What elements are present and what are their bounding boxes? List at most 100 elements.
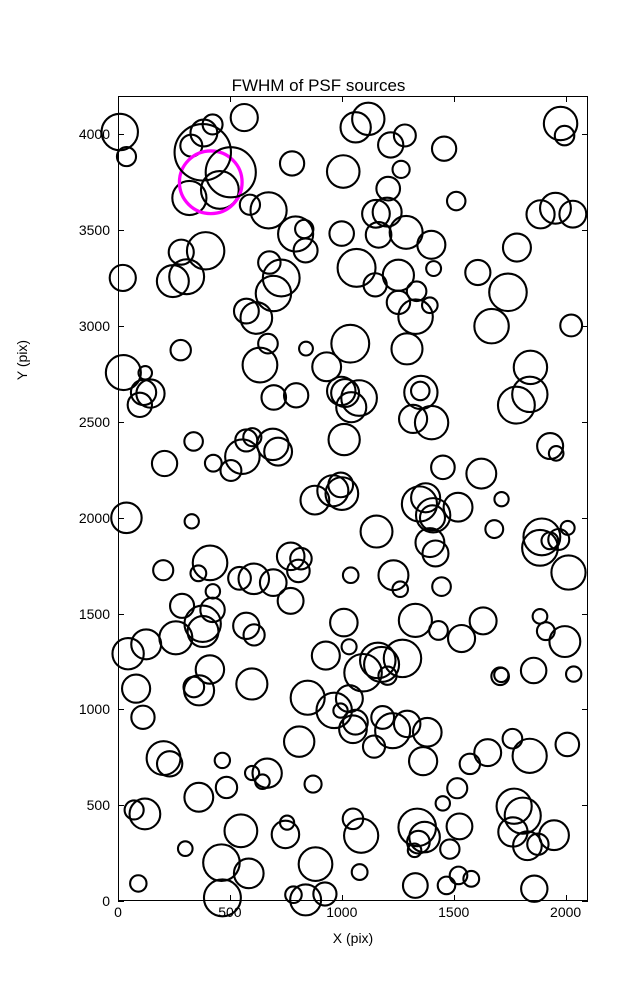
plot-area	[118, 96, 588, 901]
y-tick-mark-left-0	[118, 901, 124, 902]
fwhm-source-circle	[560, 315, 582, 337]
fwhm-source-circle	[436, 796, 450, 810]
fwhm-source-circle	[251, 192, 287, 228]
y-tick-mark-left-1500	[118, 614, 124, 615]
fwhm-source-circle	[301, 486, 330, 515]
y-tick-mark-left-2500	[118, 422, 124, 423]
fwhm-source-circle	[556, 733, 580, 757]
x-tick-mark-bottom-2000	[566, 895, 567, 901]
fwhm-source-circle	[533, 609, 548, 624]
fwhm-source-circle	[343, 567, 359, 583]
fwhm-source-circle	[203, 844, 240, 881]
fwhm-source-circle	[178, 841, 193, 856]
x-tick-label-1500: 1500	[429, 904, 479, 920]
x-tick-mark-top-500	[230, 96, 231, 102]
fwhm-source-circle	[106, 355, 141, 390]
fwhm-source-circle	[398, 299, 432, 333]
fwhm-source-circle	[342, 639, 357, 654]
fwhm-source-circle	[190, 565, 206, 581]
fwhm-source-circle	[503, 234, 531, 262]
chart-root: FWHM of PSF sources X (pix) Y (pix) 0 500…	[0, 0, 637, 1000]
fwhm-source-circle	[363, 736, 385, 758]
fwhm-source-circle	[549, 626, 580, 657]
fwhm-source-circle	[551, 555, 585, 589]
chart-title: FWHM of PSF sources	[0, 76, 637, 96]
y-tick-mark-right-4000	[582, 134, 588, 135]
fwhm-source-circle	[466, 459, 496, 489]
fwhm-source-circle	[514, 351, 547, 384]
fwhm-source-circle	[460, 754, 480, 774]
x-tick-mark-bottom-1000	[342, 895, 343, 901]
fwhm-source-circle	[157, 265, 189, 297]
fwhm-source-circle	[244, 624, 265, 645]
fwhm-source-circle	[185, 514, 199, 528]
fwhm-source-circle	[485, 520, 503, 538]
fwhm-source-circle	[336, 685, 363, 712]
fwhm-source-circle	[299, 847, 333, 881]
y-tick-mark-right-3500	[582, 230, 588, 231]
fwhm-source-circle	[415, 406, 448, 439]
y-tick-mark-left-4000	[118, 134, 124, 135]
fwhm-source-circle	[236, 668, 267, 699]
fwhm-source-circle	[215, 753, 230, 768]
fwhm-source-circle	[159, 621, 192, 654]
fwhm-source-circle	[170, 594, 194, 618]
fwhm-source-circle	[474, 309, 508, 343]
fwhm-source-circle	[299, 342, 313, 356]
fwhm-source-circle	[512, 377, 547, 412]
highlighted-source-circle[interactable]	[179, 151, 242, 214]
x-tick-mark-top-2000	[566, 96, 567, 102]
fwhm-source-circle	[153, 560, 173, 580]
fwhm-source-circle	[521, 658, 546, 683]
fwhm-source-circle	[225, 814, 258, 847]
y-tick-mark-left-3000	[118, 326, 124, 327]
x-tick-mark-bottom-500	[230, 895, 231, 901]
fwhm-source-circle	[411, 382, 429, 400]
fwhm-source-circle	[429, 621, 448, 640]
fwhm-source-circle	[216, 777, 237, 798]
fwhm-source-circle	[399, 604, 432, 637]
fwhm-source-circle	[280, 151, 304, 175]
fwhm-source-circle	[284, 726, 314, 756]
fwhm-source-circle	[225, 439, 260, 474]
fwhm-source-circle	[384, 640, 421, 677]
fwhm-source-circle	[187, 232, 224, 269]
fwhm-source-circle	[111, 503, 141, 533]
fwhm-source-circle	[205, 455, 222, 472]
fwhm-source-circle	[417, 231, 445, 259]
y-tick-mark-left-1000	[118, 709, 124, 710]
fwhm-source-circle	[231, 104, 258, 131]
fwhm-source-circle	[448, 625, 475, 652]
fwhm-source-circle	[361, 516, 393, 548]
fwhm-source-circle	[112, 638, 143, 669]
fwhm-source-circle	[394, 125, 416, 147]
fwhm-source-circle	[440, 839, 459, 858]
fwhm-source-circle	[489, 274, 527, 312]
y-tick-mark-right-2500	[582, 422, 588, 423]
fwhm-source-circle	[494, 492, 508, 506]
fwhm-source-circle	[172, 181, 206, 215]
fwhm-source-circle	[295, 220, 313, 238]
fwhm-source-circle	[278, 588, 304, 614]
fwhm-source-circle	[398, 809, 436, 847]
y-tick-label-3000: 3000	[40, 318, 110, 334]
fwhm-source-circle	[130, 799, 161, 830]
fwhm-source-circle	[566, 666, 581, 681]
y-tick-mark-right-500	[582, 805, 588, 806]
fwhm-source-circle	[423, 540, 449, 566]
x-tick-label-2000: 2000	[541, 904, 591, 920]
fwhm-source-circle	[431, 456, 455, 480]
fwhm-source-circle	[391, 333, 422, 364]
fwhm-source-circle	[521, 876, 547, 902]
x-tick-mark-top-1000	[342, 96, 343, 102]
fwhm-source-circle	[403, 873, 428, 898]
fwhm-source-circle	[193, 546, 228, 581]
fwhm-source-circle	[291, 681, 325, 715]
x-tick-label-500: 500	[205, 904, 255, 920]
fwhm-source-circle	[513, 739, 547, 773]
y-tick-label-4000: 4000	[40, 126, 110, 142]
fwhm-source-circle	[171, 340, 191, 360]
fwhm-source-circle	[312, 642, 340, 670]
fwhm-source-circle	[432, 577, 451, 596]
fwhm-source-circle	[312, 352, 341, 381]
